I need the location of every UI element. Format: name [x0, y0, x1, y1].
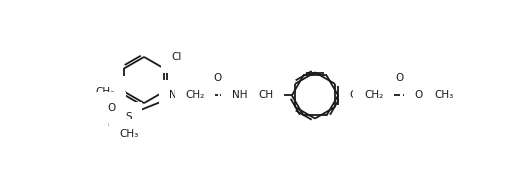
Text: CH₂: CH₂ — [364, 90, 383, 100]
Text: O: O — [415, 90, 423, 100]
Text: O: O — [349, 90, 358, 100]
Text: CH₃: CH₃ — [435, 90, 454, 100]
Text: N: N — [169, 90, 177, 100]
Text: CH₃: CH₃ — [96, 87, 115, 97]
Text: NH: NH — [232, 90, 247, 100]
Text: O: O — [108, 103, 116, 113]
Text: Cl: Cl — [172, 52, 182, 62]
Text: CH: CH — [258, 90, 274, 100]
Text: N: N — [258, 90, 266, 100]
Text: O: O — [396, 74, 404, 84]
Text: CH₃: CH₃ — [119, 129, 138, 139]
Text: S: S — [125, 112, 132, 122]
Text: O: O — [108, 121, 116, 131]
Text: CH₂: CH₂ — [185, 90, 205, 100]
Text: O: O — [214, 74, 222, 84]
